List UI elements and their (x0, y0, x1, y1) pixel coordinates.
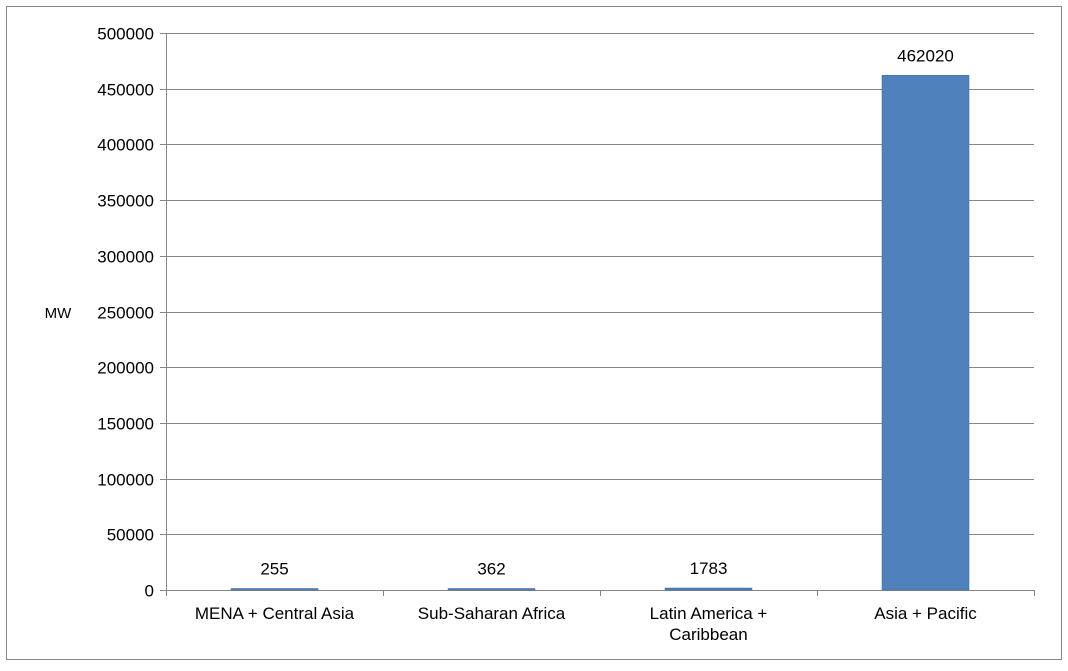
bar (230, 588, 319, 591)
y-tick-label: 150000 (97, 415, 154, 434)
data-label: 362 (477, 560, 505, 579)
x-category-label: Sub-Saharan Africa (418, 604, 566, 623)
y-axis-title: MW (45, 305, 72, 322)
x-category-label: Latin America + Caribbean (650, 604, 768, 644)
bar (881, 75, 970, 591)
x-category-label: Asia + Pacific (874, 604, 977, 623)
data-label: 255 (260, 560, 288, 579)
y-tick-label: 250000 (97, 304, 154, 323)
y-tick-label: 0 (145, 582, 154, 601)
y-tick-label: 350000 (97, 192, 154, 211)
y-tick-label: 400000 (97, 136, 154, 155)
y-tick-label: 300000 (97, 248, 154, 267)
axes (160, 33, 1035, 596)
data-label: 1783 (690, 559, 728, 578)
y-tick-label: 100000 (97, 471, 154, 490)
x-category-label: MENA + Central Asia (195, 604, 355, 623)
bars (230, 75, 970, 591)
data-label: 462020 (897, 46, 954, 65)
labels: 0 50000 100000 150000 200000 250000 300000 3500… (97, 25, 977, 645)
y-tick-label: 50000 (107, 526, 154, 545)
y-tick-label: 500000 (97, 25, 154, 44)
y-tick-label: 450000 (97, 81, 154, 100)
bar (664, 587, 753, 591)
y-tick-label: 200000 (97, 359, 154, 378)
bar (447, 588, 536, 591)
